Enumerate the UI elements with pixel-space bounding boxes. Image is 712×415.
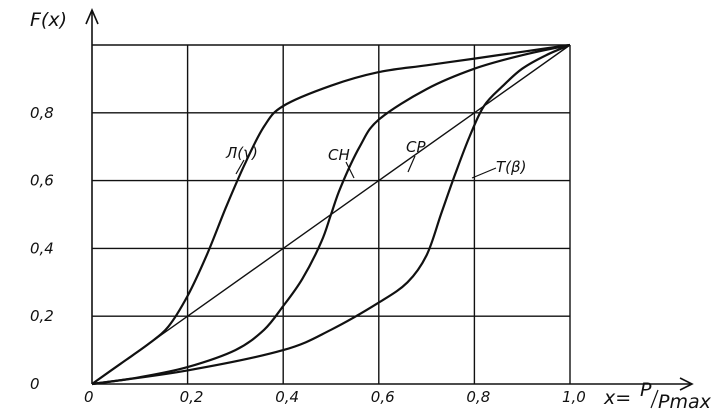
x-tick-label-1: 0,2 bbox=[180, 388, 204, 406]
series-label-1: CH bbox=[328, 146, 350, 164]
y-tick-label-2: 0,4 bbox=[30, 239, 54, 257]
series-line-1 bbox=[91, 43, 571, 386]
y-tick-label-0: 0 bbox=[30, 375, 40, 393]
x-tick-label-4: 0,8 bbox=[466, 388, 490, 406]
series-label-0: Л(γ) bbox=[225, 144, 258, 162]
curve-labels: Л(γ) CH CP T(β) bbox=[225, 138, 526, 179]
y-axis-arrow bbox=[85, 7, 99, 25]
x-tick-label-3: 0,6 bbox=[371, 388, 395, 406]
series-line-2 bbox=[91, 44, 571, 385]
series-leader-1 bbox=[345, 161, 355, 179]
grid-layer bbox=[92, 44, 571, 384]
x-axis-title-denominator: Pmax bbox=[658, 391, 712, 413]
x-axis-arrow bbox=[679, 377, 694, 391]
x-axis-title: x= P Pmax bbox=[603, 379, 712, 413]
series-leader-3 bbox=[471, 167, 497, 179]
x-tick-label-5: 1,0 bbox=[562, 388, 586, 406]
series-label-3: T(β) bbox=[496, 158, 526, 176]
series-line-3 bbox=[91, 43, 571, 386]
axis-layer bbox=[85, 7, 694, 391]
x-axis-title-numerator: P bbox=[640, 379, 652, 401]
x-tick-label-0: 0 bbox=[84, 388, 94, 406]
x-axis-title-prefix: x= bbox=[603, 387, 631, 409]
x-axis-title-slash bbox=[650, 389, 659, 409]
series-leader-0 bbox=[235, 159, 245, 175]
series-label-2: CP bbox=[406, 138, 426, 156]
curve-layer bbox=[91, 43, 571, 386]
y-tick-label-3: 0,6 bbox=[30, 172, 54, 190]
y-tick-label-1: 0,2 bbox=[30, 307, 54, 325]
y-tick-label-4: 0,8 bbox=[30, 104, 54, 122]
y-axis-title: F(x) bbox=[30, 9, 67, 31]
x-tick-label-2: 0,4 bbox=[275, 388, 299, 406]
tick-layer: 0 0,2 0,4 0,6 0,8 1,0 0 0,2 0,4 0,6 0,8 bbox=[30, 104, 586, 406]
series-leader-2 bbox=[407, 155, 416, 173]
